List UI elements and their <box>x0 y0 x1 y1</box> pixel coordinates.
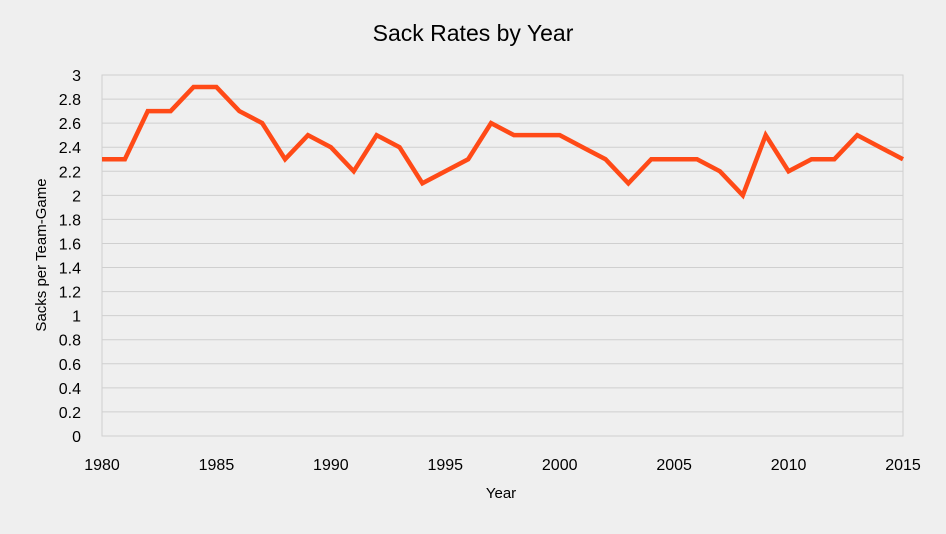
x-tick-label: 2010 <box>771 457 807 474</box>
plot-area <box>101 74 904 437</box>
data-point <box>398 145 402 149</box>
x-tick-label: 1980 <box>84 457 120 474</box>
y-tick-label: 2.4 <box>59 140 81 157</box>
x-axis-title: Year <box>486 485 516 502</box>
data-point <box>603 157 607 161</box>
chart-title: Sack Rates by Year <box>373 20 574 46</box>
data-point <box>626 181 630 185</box>
x-tick-label: 1995 <box>427 457 463 474</box>
y-tick-label: 2.6 <box>59 116 81 133</box>
y-tick-label: 3 <box>72 68 81 85</box>
data-point <box>741 193 745 197</box>
data-point <box>672 157 676 161</box>
data-point <box>489 121 493 125</box>
x-tick-label: 2000 <box>542 457 578 474</box>
data-point <box>192 85 196 89</box>
y-tick-label: 0.8 <box>59 333 81 350</box>
y-tick-label: 1.8 <box>59 212 81 229</box>
data-point <box>855 133 859 137</box>
data-point <box>420 181 424 185</box>
data-point <box>237 109 241 113</box>
data-point <box>558 133 562 137</box>
data-point <box>214 85 218 89</box>
data-point <box>306 133 310 137</box>
series-line <box>102 84 905 200</box>
data-point <box>787 169 791 173</box>
data-point <box>764 133 768 137</box>
y-tick-label: 1.4 <box>59 261 81 278</box>
y-tick-label: 1.6 <box>59 236 81 253</box>
data-point <box>329 145 333 149</box>
data-point <box>901 157 905 161</box>
data-point <box>146 109 150 113</box>
y-tick-label: 0 <box>72 429 81 446</box>
y-tick-label: 1 <box>72 309 81 326</box>
y-axis-ticks: 0 0.2 0.4 0.6 0.8 1 1.2 1.4 1.6 1.8 2 2.2 2.4 2.6 2.8 3 <box>59 68 81 446</box>
data-point <box>718 169 722 173</box>
data-point <box>466 157 470 161</box>
x-tick-label: 1985 <box>199 457 235 474</box>
x-tick-label: 2015 <box>885 457 921 474</box>
data-point <box>169 109 173 113</box>
data-point <box>695 157 699 161</box>
data-point <box>512 133 516 137</box>
gridlines <box>102 74 903 437</box>
data-point <box>443 169 447 173</box>
data-point <box>878 145 882 149</box>
y-tick-label: 2.8 <box>59 92 81 109</box>
x-tick-label: 2005 <box>656 457 692 474</box>
y-tick-label: 0.6 <box>59 357 81 374</box>
data-point <box>809 157 813 161</box>
y-axis-title: Sacks per Team-Game <box>33 178 50 331</box>
y-tick-label: 1.2 <box>59 285 81 302</box>
x-tick-label: 1990 <box>313 457 349 474</box>
y-tick-label: 2 <box>72 188 81 205</box>
y-tick-label: 0.2 <box>59 405 81 422</box>
data-point <box>832 157 836 161</box>
data-point <box>100 157 104 161</box>
series-layer <box>100 84 905 200</box>
data-point <box>535 133 539 137</box>
data-point <box>283 157 287 161</box>
y-tick-label: 0.4 <box>59 381 81 398</box>
data-point <box>123 157 127 161</box>
data-point <box>260 121 264 125</box>
data-point <box>581 145 585 149</box>
y-tick-label: 2.2 <box>59 164 81 181</box>
x-axis-ticks: 1980 1985 1990 1995 2000 2005 2010 2015 <box>84 457 921 474</box>
data-point <box>649 157 653 161</box>
data-point <box>352 169 356 173</box>
data-point <box>375 133 379 137</box>
